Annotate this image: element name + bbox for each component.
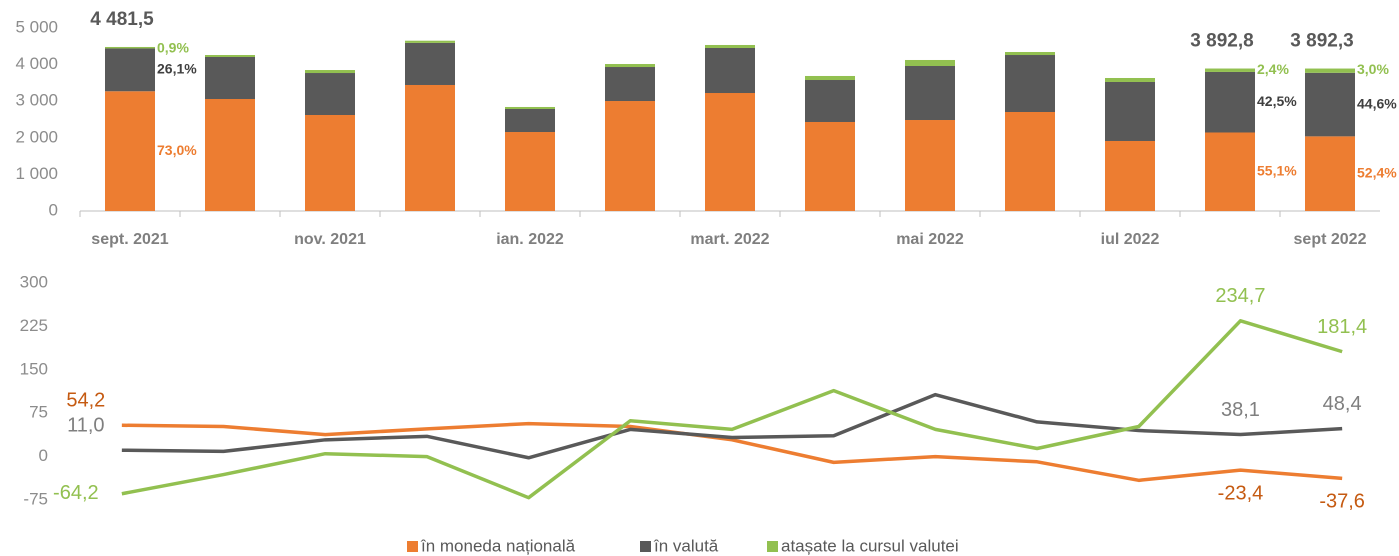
share-label: 73,0% [157,142,197,158]
total-label: 3 892,8 [1190,31,1253,52]
line-series [121,392,1343,460]
legend-label: în valută [653,536,719,555]
bar-segment [705,44,755,48]
bar-segment [305,114,355,211]
bar-segment [705,93,755,211]
share-label: 55,1% [1257,162,1297,178]
y-tick-label: 0 [49,200,58,219]
legend-swatch [640,541,651,552]
bar-segment [305,70,355,74]
total-label: 4 481,5 [90,9,154,30]
share-label: 3,0% [1357,61,1389,77]
y-tick-label: 150 [20,359,48,378]
bar-segment [1105,77,1155,82]
legend-swatch [407,541,418,552]
legend-swatch [767,541,778,552]
bar-segment [105,91,155,211]
bar-segment [1205,68,1255,72]
x-tick-label: iul 2022 [1101,231,1160,248]
bar-segment [805,80,855,122]
value-label: -64,2 [53,482,99,504]
y-tick-label: 4 000 [15,54,58,73]
y-tick-label: 3 000 [15,91,58,110]
x-tick-label: mart. 2022 [690,231,769,248]
share-label: 26,1% [157,61,197,77]
bar-segment [1005,111,1055,211]
y-tick-label: 75 [29,403,48,422]
x-tick-label: mai 2022 [896,231,964,248]
share-label: 52,4% [1357,164,1397,180]
value-label: -23,4 [1218,482,1264,504]
total-label: 3 892,3 [1290,31,1353,52]
bar-segment [105,46,155,49]
bar-segment [1005,52,1055,56]
x-tick-label: ian. 2022 [496,231,564,248]
bar-segment [305,73,355,115]
line-series [121,421,1343,483]
bar-segment [505,132,555,211]
bar-segment [905,120,955,211]
x-tick-label: sept. 2021 [91,231,168,248]
share-label: 2,4% [1257,61,1289,77]
bar-segment [1305,72,1355,137]
bar-segment [705,47,755,94]
bar-segment [1305,136,1355,211]
bar-segment [1205,71,1255,133]
bar-segment [405,84,455,211]
y-tick-label: -75 [23,489,48,508]
value-label: 38,1 [1221,399,1260,421]
bar-segment [405,40,455,43]
value-label: -37,6 [1319,491,1365,513]
bar-segment [1105,81,1155,141]
bar-segment [1205,132,1255,211]
value-label: 48,4 [1323,393,1362,415]
y-tick-label: 2 000 [15,127,58,146]
bar-segment [105,48,155,92]
bar-segment [505,106,555,109]
bar-segment [205,56,255,100]
line-series [121,319,1343,500]
share-label: 0,9% [157,40,189,56]
bar-segment [1105,140,1155,211]
bar-segment [505,108,555,133]
bar-segment [1005,55,1055,112]
value-label: 54,2 [66,390,105,412]
bar-segment [205,55,255,57]
value-label: 11,0 [67,415,104,437]
x-tick-label: sept 2022 [1294,231,1367,248]
bar-segment [905,59,955,66]
bar-segment [805,75,855,81]
value-label: 181,4 [1317,316,1367,338]
y-tick-label: 5 000 [15,17,58,36]
y-tick-label: 300 [20,272,48,291]
y-tick-label: 0 [39,446,48,465]
bar-segment [1305,68,1355,73]
bar-segment [405,42,455,85]
value-label: 234,7 [1215,285,1265,307]
legend-label: în moneda națională [420,536,576,555]
bar-segment [605,64,655,68]
y-tick-label: 225 [20,316,48,335]
bar-segment [605,67,655,102]
y-tick-label: 1 000 [15,164,58,183]
bar-segment [805,121,855,211]
legend-label: atașate la cursul valutei [781,536,959,555]
bar-segment [905,65,955,121]
x-tick-label: nov. 2021 [294,231,366,248]
bar-segment [605,101,655,211]
bar-segment [205,99,255,211]
share-label: 44,6% [1357,95,1397,111]
share-label: 42,5% [1257,93,1297,109]
